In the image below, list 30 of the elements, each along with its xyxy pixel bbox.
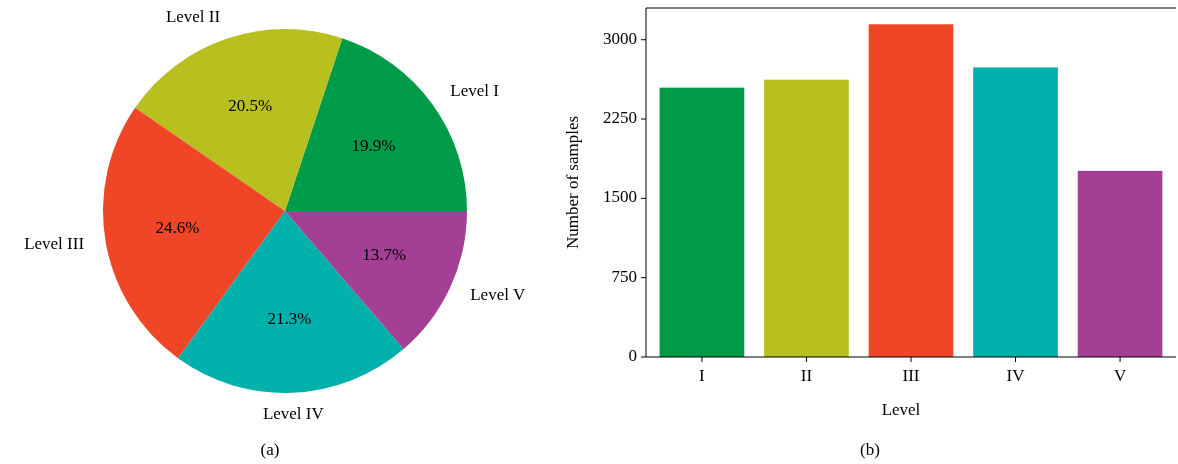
x-tick-label: II	[800, 366, 813, 385]
x-tick-label: III	[902, 366, 920, 385]
pie-slice	[135, 29, 343, 211]
bar	[1077, 170, 1163, 357]
y-tick-label: 1500	[603, 187, 637, 207]
y-tick-label: 750	[611, 266, 637, 286]
text: (b)	[860, 440, 880, 459]
data-label: 20.5%	[228, 96, 273, 116]
bar	[764, 79, 849, 357]
slice-label: Level V	[470, 284, 526, 304]
y-axis-title: Number of samples	[563, 115, 582, 250]
y-tick-label: 2250	[603, 107, 637, 127]
x-tick-label: I	[699, 366, 706, 385]
slice-label: Level II	[165, 6, 221, 26]
slice-label: Level IV	[262, 403, 325, 423]
slice-label: Level III	[24, 234, 85, 254]
data-label: 19.9%	[351, 136, 396, 155]
x-tick-label: IV	[1006, 366, 1026, 385]
bar	[868, 24, 954, 357]
x-tick-label: V	[1113, 366, 1127, 385]
x-axis-title: Level	[881, 400, 921, 419]
data-label: 24.6%	[155, 218, 200, 238]
bar	[659, 87, 745, 357]
data-label: 13.7%	[362, 245, 407, 265]
data-label: 21.3%	[267, 309, 312, 329]
y-tick-label: 3000	[603, 28, 637, 48]
slice-label: Level I	[450, 80, 500, 100]
y-tick-label: 0	[628, 345, 637, 365]
bar	[973, 67, 1058, 357]
text: (a)	[260, 440, 280, 459]
